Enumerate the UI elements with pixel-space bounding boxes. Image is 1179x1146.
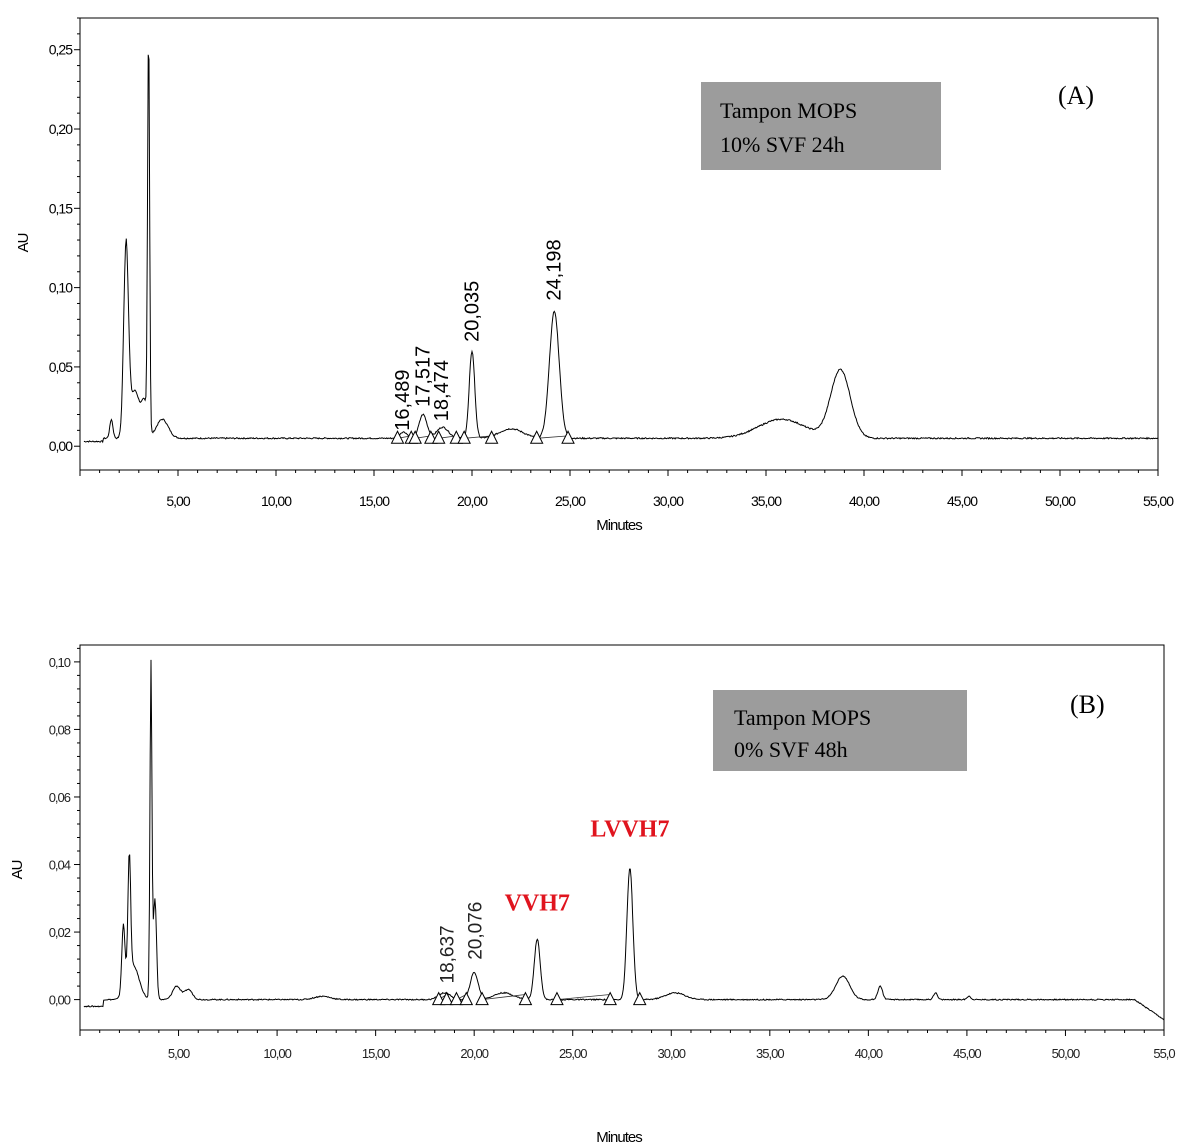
y-tick-label: 0,10: [49, 655, 71, 670]
peak-annotation: LVVH7: [590, 816, 669, 842]
panel-label: (B): [1070, 690, 1105, 719]
y-tick-label: 0,00: [49, 438, 73, 454]
peak-labels: 18,637 20,076: [437, 902, 486, 984]
x-tick-label: 5,00: [168, 1046, 190, 1061]
integration-marker: [475, 991, 489, 1006]
peak-label: 17,517: [412, 346, 434, 407]
x-tick-label: 55,00: [1143, 493, 1174, 509]
integration-marker: [459, 991, 474, 1006]
x-tick-label: 50,00: [1052, 1046, 1080, 1061]
integration-marker: [408, 430, 422, 444]
x-tick-label: 30,00: [653, 493, 684, 509]
x-ticks: 5,00 10,00 15,00 20,00 25,00 30,00 35,00 40,00 4…: [79, 470, 1175, 509]
peak-label: 18,474: [431, 360, 453, 421]
x-tick-label: 20,00: [457, 493, 488, 509]
peak-label: 16,489: [392, 370, 414, 431]
y-tick-label: 0,25: [49, 42, 73, 58]
y-tick-label: 0,00: [49, 993, 71, 1008]
peak-label: 24,198: [543, 239, 565, 300]
x-tick-label: 25,00: [555, 493, 586, 509]
integration-baseline: [397, 435, 569, 439]
x-tick-label: 5,00: [166, 493, 190, 509]
x-tick-label: 40,00: [849, 493, 880, 509]
x-tick-label: 55,0: [1153, 1046, 1175, 1061]
integration-markers: [390, 430, 575, 444]
chromatogram-panel-b: Tampon MOPS 0% SVF 48h (B) Minutes AU 5,…: [9, 644, 1176, 1146]
integration-marker: [439, 991, 454, 1006]
x-tick-label: 40,00: [855, 1046, 883, 1061]
y-ticks: 0,00 0,02 0,04 0,06 0,08 0,10: [49, 647, 80, 1008]
peak-annotation: VVH7: [505, 891, 570, 917]
peak-annotations: VVH7 LVVH7: [505, 816, 670, 916]
x-ticks: 5,00 10,00 15,00 20,00 25,00 30,00 35,00 40,00 4…: [79, 1030, 1176, 1061]
integration-marker: [561, 430, 575, 444]
chromatogram-trace: [83, 54, 1159, 444]
y-tick-label: 0,20: [49, 121, 73, 137]
y-tick-label: 0,06: [49, 790, 71, 805]
y-ticks: 0,00 0,05 0,10 0,15 0,20 0,25: [49, 17, 80, 454]
x-tick-label: 15,00: [362, 1046, 390, 1061]
y-axis-label: AU: [9, 860, 26, 879]
plot-frame: [79, 17, 1159, 471]
y-tick-label: 0,05: [49, 359, 73, 375]
legend-line-1: Tampon MOPS: [734, 705, 871, 730]
chromatogram-panel-a: Tampon MOPS 10% SVF 24h (A) Minutes AU 5…: [15, 17, 1175, 534]
x-axis-label: Minutes: [596, 517, 642, 534]
x-tick-label: 35,00: [751, 493, 782, 509]
integration-marker: [457, 430, 471, 444]
x-tick-label: 35,00: [756, 1046, 784, 1061]
legend-line-2: 10% SVF 24h: [720, 132, 845, 157]
x-tick-label: 25,00: [559, 1046, 587, 1061]
y-tick-label: 0,02: [49, 925, 71, 940]
legend-box: [713, 690, 967, 771]
integration-marker: [484, 430, 499, 444]
x-tick-label: 10,00: [263, 1046, 291, 1061]
peak-label: 20,076: [466, 902, 487, 960]
y-tick-label: 0,10: [49, 280, 73, 296]
integration-marker: [603, 991, 617, 1006]
x-tick-label: 15,00: [359, 493, 390, 509]
legend-line-2: 0% SVF 48h: [734, 737, 848, 762]
y-tick-label: 0,08: [49, 722, 71, 737]
legend-line-1: Tampon MOPS: [720, 98, 857, 123]
chromatogram-trace: [83, 659, 1165, 1021]
legend-box: [701, 82, 941, 170]
peak-label: 18,637: [437, 925, 458, 983]
peak-label: 20,035: [462, 281, 484, 342]
x-tick-label: 45,00: [947, 493, 978, 509]
integration-marker: [449, 991, 464, 1006]
x-tick-label: 20,00: [460, 1046, 488, 1061]
x-tick-label: 10,00: [261, 493, 292, 509]
y-tick-label: 0,15: [49, 200, 73, 216]
integration-markers: [431, 991, 647, 1006]
integration-marker: [550, 991, 564, 1006]
integration-marker: [390, 430, 405, 444]
integration-marker: [431, 430, 446, 444]
y-tick-label: 0,04: [49, 858, 71, 873]
panel-label: (A): [1058, 81, 1094, 110]
integration-marker: [529, 430, 544, 444]
x-tick-label: 45,00: [953, 1046, 981, 1061]
y-axis-label: AU: [15, 233, 32, 252]
x-tick-label: 30,00: [657, 1046, 685, 1061]
integration-baseline: [438, 994, 611, 1000]
x-axis-label: Minutes: [596, 1129, 642, 1146]
integration-marker: [518, 991, 533, 1006]
integration-marker: [632, 991, 647, 1006]
x-tick-label: 50,00: [1045, 493, 1076, 509]
